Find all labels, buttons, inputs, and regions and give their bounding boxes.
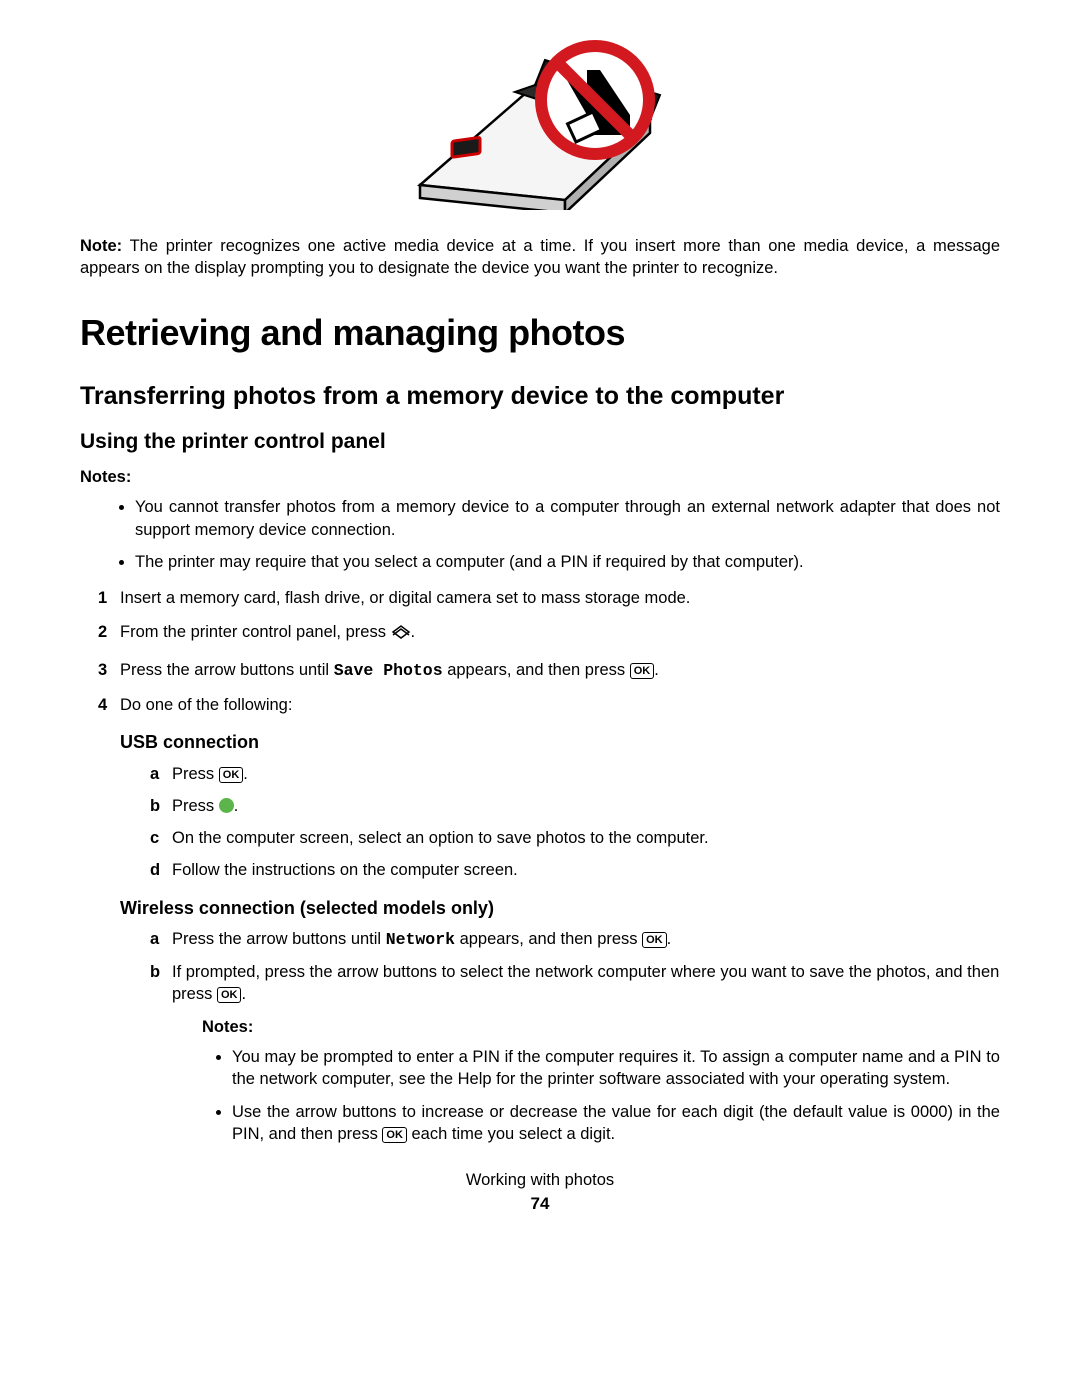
page-title: Retrieving and managing photos [80,309,1000,358]
wireless-heading: Wireless connection (selected models onl… [120,896,1000,920]
list-item: You may be prompted to enter a PIN if th… [232,1046,1000,1091]
ok-button-icon: OK [642,932,667,948]
top-note: Note: The printer recognizes one active … [80,235,1000,280]
photo-icon [391,624,411,646]
notes-label: Notes: [202,1016,1000,1038]
notes-label: Notes: [80,466,1000,488]
ok-button-icon: OK [382,1127,407,1143]
list-item: Use the arrow buttons to increase or dec… [232,1101,1000,1146]
step-item: 2From the printer control panel, press . [98,621,1000,646]
step-item: 4Do one of the following: [98,694,1000,716]
substep-item: bIf prompted, press the arrow buttons to… [150,961,1000,1145]
note-label: Note: [80,237,122,255]
footer-text: Working with photos [80,1169,1000,1191]
start-button-icon [219,798,234,813]
inner-notes: Notes: You may be prompted to enter a PI… [172,1016,1000,1145]
list-item: The printer may require that you select … [135,551,1000,573]
page-number: 74 [80,1193,1000,1216]
page-footer: Working with photos 74 [80,1169,1000,1216]
substep-item: bPress . [150,795,1000,817]
ok-button-icon: OK [630,663,655,679]
usb-heading: USB connection [120,730,1000,754]
step-item: 3Press the arrow buttons until Save Phot… [98,659,1000,682]
section-heading: Transferring photos from a memory device… [80,380,1000,414]
substep-item: aPress OK. [150,763,1000,785]
steps-list: 1Insert a memory card, flash drive, or d… [80,587,1000,716]
printer-illustration [80,30,1000,217]
step-item: 1Insert a memory card, flash drive, or d… [98,587,1000,609]
usb-steps: aPress OK. bPress . cOn the computer scr… [120,763,1000,882]
notes-list: You cannot transfer photos from a memory… [80,496,1000,573]
ok-button-icon: OK [217,987,242,1003]
substep-item: aPress the arrow buttons until Network a… [150,928,1000,951]
list-item: You cannot transfer photos from a memory… [135,496,1000,541]
wireless-steps: aPress the arrow buttons until Network a… [120,928,1000,1145]
note-text: The printer recognizes one active media … [80,237,1000,277]
substep-item: cOn the computer screen, select an optio… [150,827,1000,849]
ok-button-icon: OK [219,767,244,783]
subsection-heading: Using the printer control panel [80,428,1000,456]
substep-item: dFollow the instructions on the computer… [150,859,1000,881]
